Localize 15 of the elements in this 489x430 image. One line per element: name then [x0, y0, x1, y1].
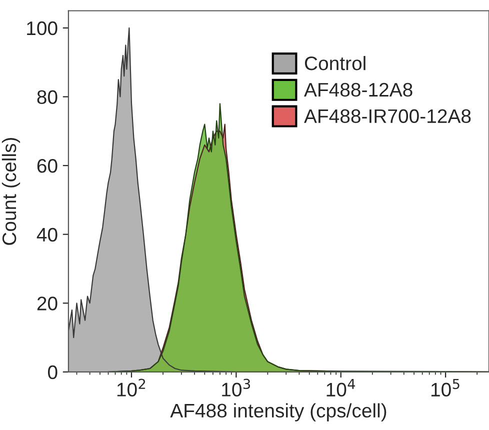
- y-tick-label: 80: [37, 90, 58, 104]
- x-tick-label: 10$^{4}$: [326, 378, 356, 397]
- legend-label: AF488-IR700-12A8: [304, 109, 471, 124]
- y-axis-title: Count (cells): [2, 138, 20, 245]
- y-tick-label: 20: [37, 296, 58, 310]
- legend-label: AF488-12A8: [304, 82, 412, 97]
- x-tick-label: 10$^{2}$: [117, 378, 146, 396]
- x-axis-title: AF488 intensity (cps/cell): [170, 403, 386, 422]
- y-tick-label: 60: [37, 159, 58, 173]
- x-tick-label: 10$^{3}$: [222, 378, 250, 396]
- y-tick-label: 0: [48, 365, 58, 380]
- y-tick-label: 40: [36, 228, 58, 242]
- x-tick-label: 10$^{5}$: [431, 378, 460, 397]
- legend-label: Control: [304, 56, 366, 70]
- y-tick-label: 100: [27, 21, 58, 36]
